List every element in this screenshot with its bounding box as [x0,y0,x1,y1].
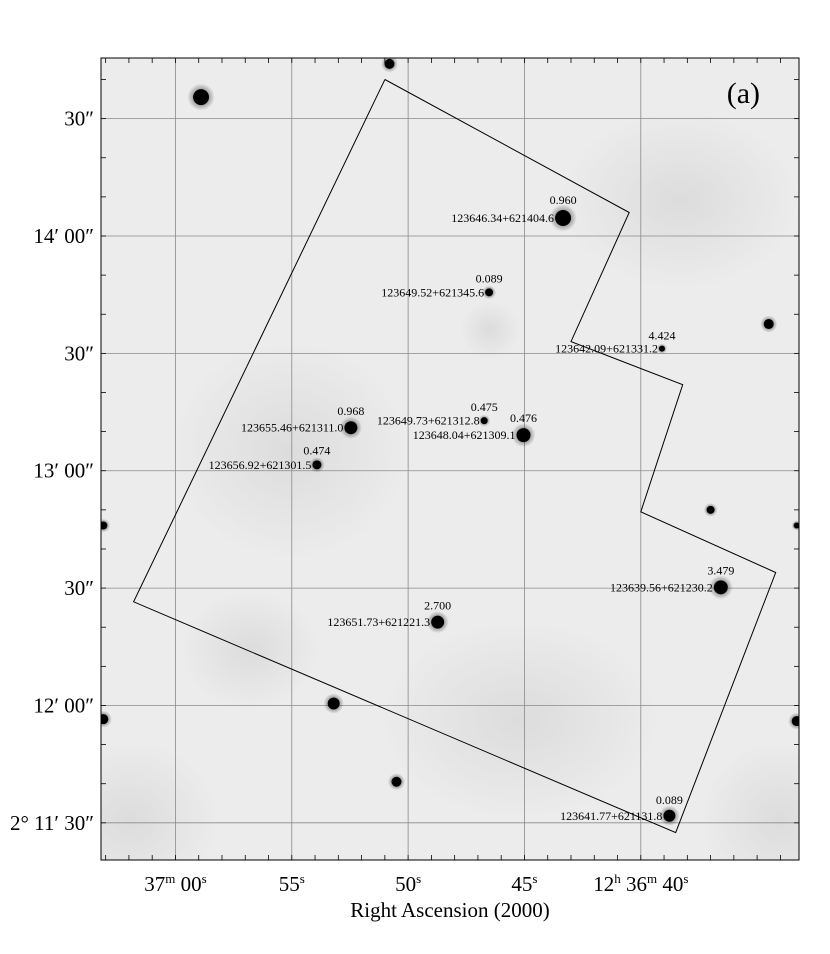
x-tick-labels: 37m 00s 55s 50s 45s 12h 36m 40s [144,871,688,896]
x-tick-label: 12h 36m 40s [593,871,688,896]
source-redshift-label: 2.700 [424,599,451,613]
grid-lines [101,58,799,860]
source-redshift-label: 3.479 [707,563,734,577]
source-point [312,460,322,470]
labeled-source: 123655.46+621311.0 0.968 [241,404,364,439]
y-tick-label: 12′ 00″ [33,693,94,717]
source-point [516,428,531,443]
labeled-source: 123641.77+621131.8 0.089 [560,793,683,826]
x-tick-label: 37m 00s [144,871,206,896]
y-tick-label: 2° 11′ 30″ [10,811,94,835]
labeled-source: 123649.73+621312.80.475 [377,400,498,428]
unlabeled-source-point [193,89,210,106]
labeled-source: 123648.04+621309.1 0.476 [413,411,537,448]
source-redshift-label: 4.424 [648,329,675,343]
y-tick-label: 13′ 00″ [33,459,94,483]
source-name-label: 123642.09+621331.2 [555,342,658,356]
unlabeled-source-point [101,521,108,530]
source-redshift-label: 0.968 [337,404,364,418]
unlabeled-source-point [327,697,340,710]
axis-ticks [101,58,799,860]
background-haze [101,110,799,860]
source-point [713,580,728,595]
x-tick-label: 50s [395,871,421,896]
labeled-sources: 123646.34+621404.6 0.960 123649.52+621345.… [209,193,734,826]
y-tick-label: 14′ 00″ [33,224,94,248]
labeled-source: 123651.73+621221.3 2.700 [327,599,451,634]
labeled-source: 123646.34+621404.6 0.960 [451,193,577,232]
y-tick-labels: 2° 11′ 30″ 12′ 00″ 30″ 13′ 00″ 30″ 14′ 00″ 30″ [10,107,94,835]
survey-footprint [132,79,777,834]
unlabeled-source-point [763,319,774,330]
source-redshift-label: 0.474 [303,443,330,457]
panel-label: (a) [727,77,760,110]
source-name-label: 123656.92+621301.5 [209,458,312,472]
source-redshift-label: 0.475 [471,400,498,414]
source-point [431,615,445,629]
source-name-label: 123639.56+621230.2 [610,580,713,594]
y-tick-label: 30″ [64,576,94,600]
plot-frame [100,57,800,861]
unlabeled-source-point [384,58,395,69]
labeled-source: 123639.56+621230.2 3.479 [610,563,734,600]
unlabeled-source-point [793,522,799,529]
source-name-label: 123649.52+621345.6 [381,285,484,299]
unlabeled-source-point [101,714,109,725]
source-name-label: 123646.34+621404.6 [451,211,554,225]
x-axis-title: Right Ascension (2000) [350,898,550,922]
source-redshift-label: 0.089 [476,271,503,285]
source-name-label: 123648.04+621309.1 [413,428,516,442]
unlabeled-source-point [706,505,715,514]
labeled-source: 123649.52+621345.60.089 [381,271,502,299]
x-tick-label: 55s [279,871,305,896]
source-point [658,345,665,352]
source-name-label: 123641.77+621131.8 [560,809,662,823]
unlabeled-source-point [791,716,799,727]
source-name-label: 123655.46+621311.0 [241,421,343,435]
source-point [663,809,676,822]
source-point [555,210,572,227]
source-redshift-label: 0.476 [510,411,537,425]
y-tick-label: 30″ [64,341,94,365]
source-point [344,421,358,435]
source-point [480,417,488,425]
source-redshift-label: 0.089 [656,793,683,807]
unlabeled-source-point [391,776,402,787]
x-tick-label: 45s [511,871,537,896]
footprint-outline [132,79,777,834]
source-name-label: 123649.73+621312.8 [377,414,480,428]
labeled-source: 123656.92+621301.50.474 [209,443,330,473]
unlabeled-sources [101,58,799,791]
source-point [485,288,494,297]
y-tick-label: 30″ [64,107,94,131]
source-name-label: 123651.73+621221.3 [327,615,430,629]
source-redshift-label: 0.960 [550,193,577,207]
labeled-source: 123642.09+621331.24.424 [555,329,675,356]
